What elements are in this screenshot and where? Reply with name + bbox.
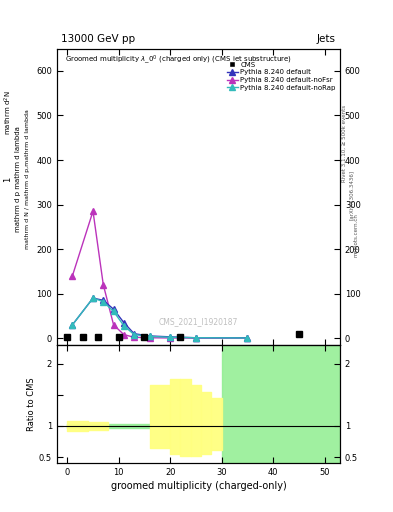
Y-axis label: Ratio to CMS: Ratio to CMS bbox=[27, 377, 36, 431]
Text: Groomed multiplicity $\lambda\_0^0$ (charged only) (CMS jet substructure): Groomed multiplicity $\lambda\_0^0$ (cha… bbox=[66, 53, 292, 66]
Text: mathrm d$^2$N: mathrm d$^2$N bbox=[2, 91, 13, 135]
Text: mathrm d N / mathrm d p,mathrm d lambda: mathrm d N / mathrm d p,mathrm d lambda bbox=[25, 109, 30, 249]
Text: 1: 1 bbox=[4, 177, 12, 182]
Text: CMS_2021_I1920187: CMS_2021_I1920187 bbox=[159, 316, 238, 326]
X-axis label: groomed multiplicity (charged-only): groomed multiplicity (charged-only) bbox=[110, 481, 286, 492]
Text: mcplots.cern.ch: mcplots.cern.ch bbox=[353, 214, 358, 258]
Text: 13000 GeV pp: 13000 GeV pp bbox=[61, 33, 135, 44]
Text: [arXiv:1306.3436]: [arXiv:1306.3436] bbox=[349, 169, 353, 220]
Text: mathrm d p mathrm d lambda: mathrm d p mathrm d lambda bbox=[15, 126, 21, 232]
Legend: CMS, Pythia 8.240 default, Pythia 8.240 default-noFsr, Pythia 8.240 default-noRa: CMS, Pythia 8.240 default, Pythia 8.240 … bbox=[226, 61, 336, 92]
Text: Rivet 3.1.10, ≥ 500k events: Rivet 3.1.10, ≥ 500k events bbox=[342, 105, 346, 182]
Text: Jets: Jets bbox=[317, 33, 336, 44]
